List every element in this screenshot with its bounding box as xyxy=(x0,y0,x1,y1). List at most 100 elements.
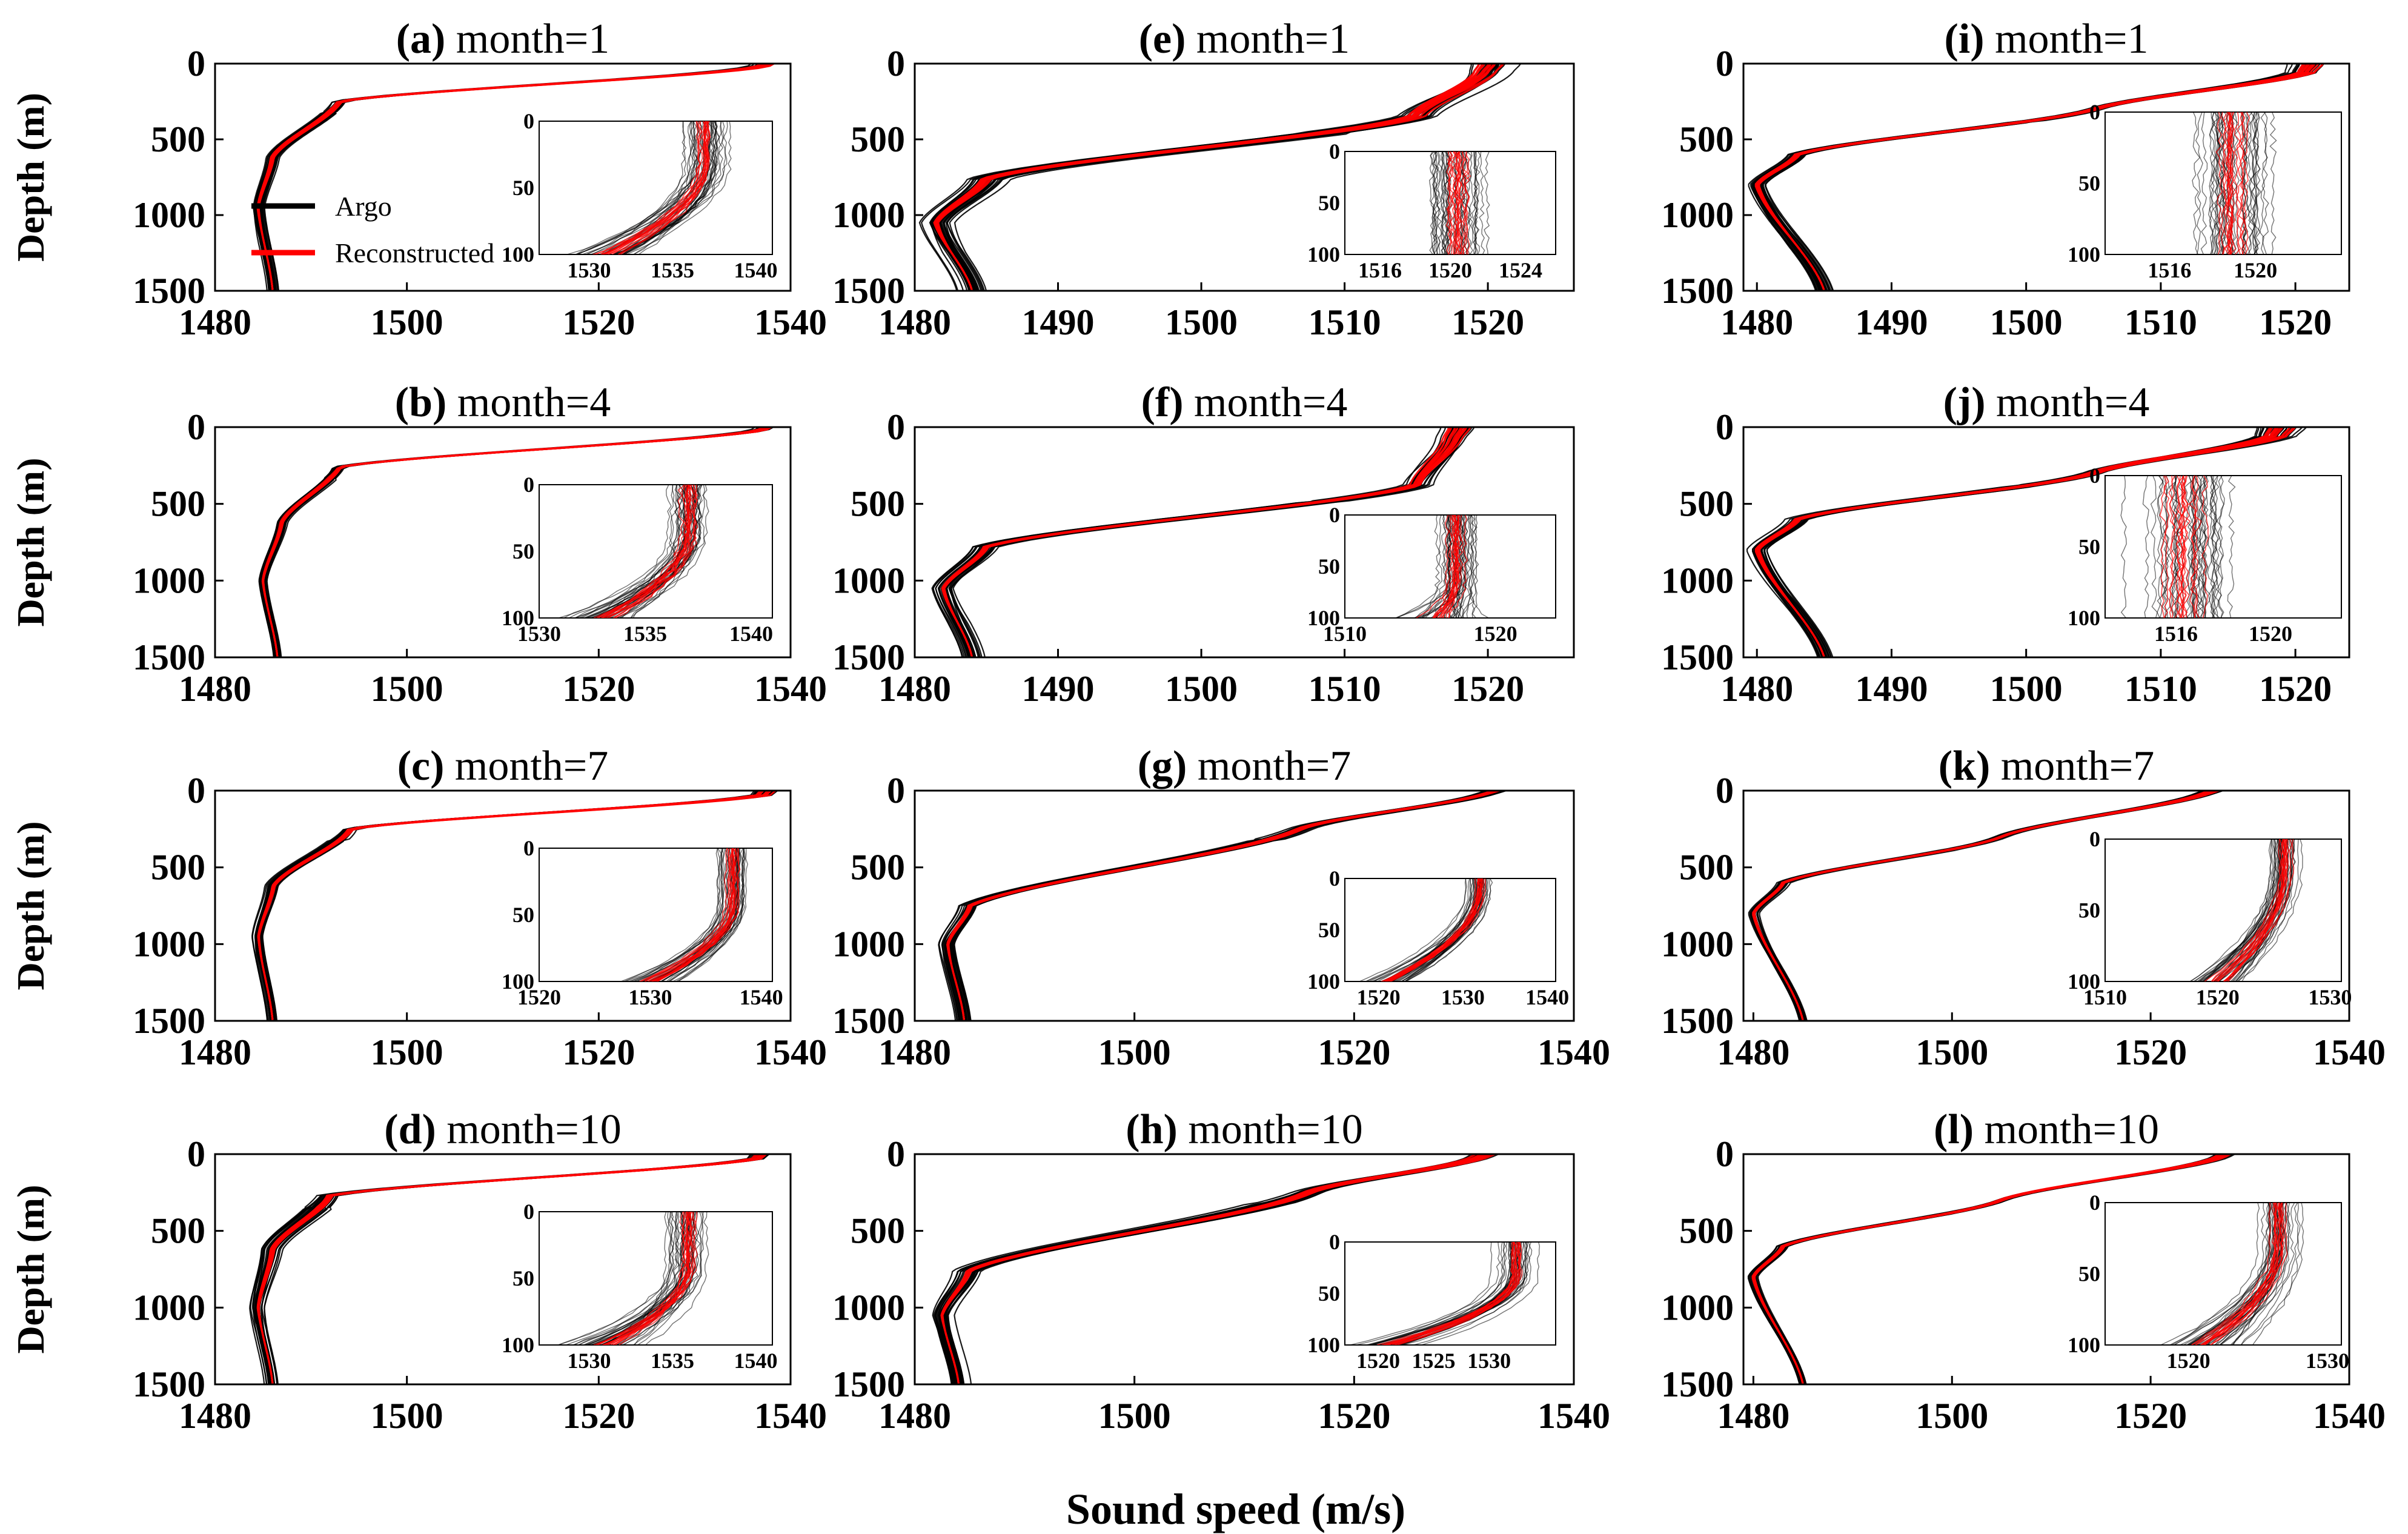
inset-reconstructed-profile xyxy=(601,485,698,618)
y-tick-label: 1000 xyxy=(832,560,905,600)
inset-reconstructed-profile xyxy=(2178,476,2186,618)
reconstructed-profile xyxy=(935,64,1496,291)
inset-reconstructed-profile xyxy=(1433,515,1455,618)
x-tick-label: 1540 xyxy=(754,1032,827,1072)
inset-y-tick-label: 50 xyxy=(2078,171,2100,196)
inset-c: 1520 1530 1540 0 50 100 xyxy=(502,836,783,1009)
y-tick-label: 1500 xyxy=(1661,637,1734,677)
y-tick-label: 500 xyxy=(151,484,205,524)
reconstructed-profile xyxy=(262,427,766,657)
x-tick-label: 1520 xyxy=(562,1032,635,1072)
x-tick-label: 1480 xyxy=(179,1396,251,1436)
y-tick-label: 1000 xyxy=(1661,195,1734,235)
y-tick-label: 0 xyxy=(1716,771,1734,811)
reconstructed-profile xyxy=(946,791,1500,1021)
y-tick-label: 1500 xyxy=(133,1001,205,1041)
panel-title: (a) month=1 xyxy=(396,16,610,62)
inset-reconstructed-profile xyxy=(1398,1242,1522,1345)
inset-reconstructed-profile xyxy=(2215,112,2223,254)
inset-x-tick-label: 1520 xyxy=(517,985,561,1009)
x-tick-label: 1520 xyxy=(2259,669,2332,709)
inset-y-tick-label: 100 xyxy=(1307,242,1340,267)
inset-reconstructed-profile xyxy=(2242,112,2250,254)
inset-y-tick-label: 100 xyxy=(502,969,534,994)
inset-argo-profile xyxy=(2250,112,2257,254)
x-tick-label: 1500 xyxy=(371,669,443,709)
inset-argo-profile xyxy=(1444,151,1449,254)
inset-argo-profile xyxy=(2227,476,2236,618)
inset-argo-profile xyxy=(2171,1203,2260,1345)
reconstructed-profile xyxy=(1756,427,2282,657)
inset-g: 1520 1530 1540 0 50 100 xyxy=(1307,866,1569,1009)
axes-frame xyxy=(1742,426,2350,659)
panel-tag: (g) xyxy=(1138,743,1198,789)
inset-argo-profile xyxy=(623,121,717,254)
inset-x-tick-label: 1516 xyxy=(2148,258,2191,282)
inset-profiles xyxy=(2189,839,2303,981)
inset-argo-profile xyxy=(575,121,695,254)
inset-reconstructed-profile xyxy=(605,1212,697,1345)
y-tick-label: 0 xyxy=(187,407,205,447)
inset-argo-profile xyxy=(589,1212,685,1345)
inset-reconstructed-profile xyxy=(603,1212,686,1345)
inset-l: 1520 1530 0 50 100 xyxy=(2068,1190,2349,1373)
x-tick-label: 1480 xyxy=(878,669,951,709)
inset-y-tick-label: 100 xyxy=(502,606,534,630)
inset-reconstructed-profile xyxy=(2224,839,2287,981)
inset-y-tick-label: 50 xyxy=(2078,898,2100,923)
inset-argo-profile xyxy=(1422,515,1441,618)
inset-reconstructed-profile xyxy=(641,848,728,981)
inset-argo-profile xyxy=(1421,1242,1541,1345)
x-tick-label: 1540 xyxy=(1537,1396,1610,1436)
x-tick-label: 1520 xyxy=(562,669,635,709)
y-tick-label: 1500 xyxy=(832,271,905,311)
inset-reconstructed-profile xyxy=(1385,878,1484,981)
inset-x-tick-label: 1516 xyxy=(1358,258,1402,282)
inset-y-tick-label: 50 xyxy=(2078,1262,2100,1286)
inset-argo-profile xyxy=(2203,839,2274,981)
panel-title: (d) month=10 xyxy=(384,1106,621,1153)
panel-tag: (j) xyxy=(1943,379,1996,426)
inset-reconstructed-profile xyxy=(2235,112,2244,254)
inset-x-tick-label: 1540 xyxy=(734,258,778,282)
inset-argo-profile xyxy=(1462,515,1478,618)
inset-reconstructed-profile xyxy=(2175,476,2181,618)
panel-tag: (i) xyxy=(1945,16,1995,62)
inset-x-tick-label: 1520 xyxy=(1474,622,1517,646)
inset-argo-profile xyxy=(2142,476,2150,618)
y-tick-label: 500 xyxy=(851,848,905,888)
inset-argo-profile xyxy=(1441,151,1447,254)
panel-month: month=4 xyxy=(1194,379,1347,426)
inset-argo-profile xyxy=(2209,1203,2299,1345)
x-tick-label: 1500 xyxy=(1098,1396,1171,1436)
inset-argo-profile xyxy=(2188,1203,2266,1345)
reconstructed-profile xyxy=(941,1154,1482,1384)
inset-x-tick-label: 1530 xyxy=(1467,1349,1511,1373)
inset-y-tick-label: 50 xyxy=(512,903,534,927)
inset-argo-profile xyxy=(1350,1242,1501,1345)
x-tick-label: 1540 xyxy=(2313,1396,2386,1436)
x-tick-label: 1480 xyxy=(1720,669,1793,709)
inset-reconstructed-profile xyxy=(1459,151,1467,254)
x-tick-label: 1520 xyxy=(1451,669,1524,709)
legend-label: Argo xyxy=(335,191,392,222)
inset-reconstructed-profile xyxy=(2226,112,2233,254)
profiles-l xyxy=(1747,1154,2235,1384)
inset-y-tick-label: 0 xyxy=(2089,100,2100,124)
inset-reconstructed-profile xyxy=(2211,839,2281,981)
y-tick-label: 1500 xyxy=(832,637,905,677)
inset-y-tick-label: 50 xyxy=(512,539,534,563)
inset-reconstructed-profile xyxy=(2200,1203,2283,1345)
inset-argo-profile xyxy=(1388,1242,1504,1345)
inset-profiles xyxy=(1359,878,1493,981)
inset-y-tick-label: 100 xyxy=(1307,1333,1340,1357)
inset-reconstructed-profile xyxy=(2192,476,2202,618)
inset-x-tick-label: 1530 xyxy=(628,985,672,1009)
inset-reconstructed-profile xyxy=(2200,1203,2277,1345)
inset-reconstructed-profile xyxy=(2217,839,2289,981)
